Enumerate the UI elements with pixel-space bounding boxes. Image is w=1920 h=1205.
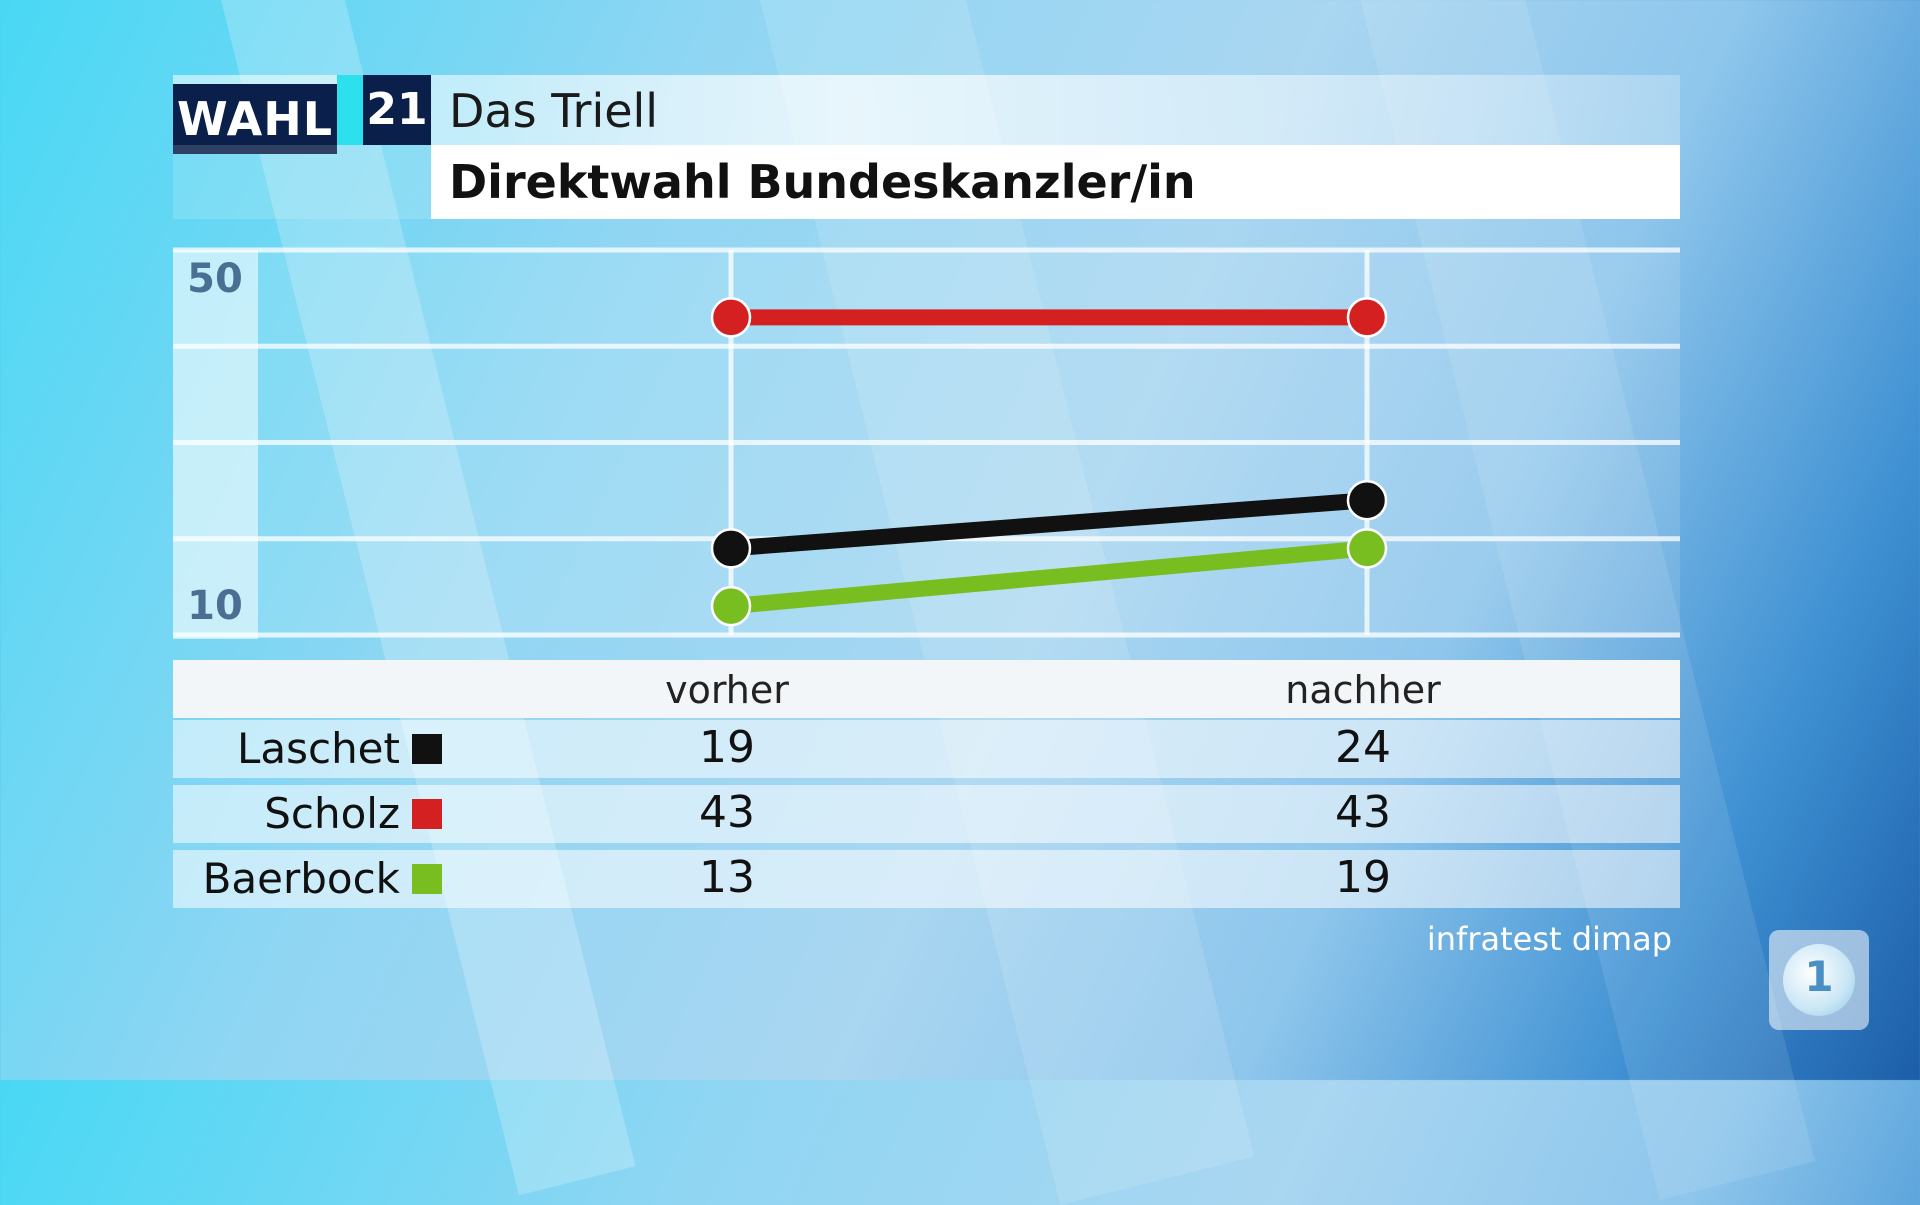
series-line-laschet: [730, 492, 1368, 557]
data-point-baerbock: [1346, 528, 1388, 569]
series-line-baerbock: [730, 540, 1368, 615]
value-cell: 24: [1335, 722, 1391, 773]
candidate-name: Scholz: [264, 789, 400, 838]
y-tick-label: 10: [187, 583, 243, 629]
page-title: Das Triell: [449, 84, 659, 138]
data-point-baerbock: [710, 585, 752, 627]
data-point-laschet: [710, 528, 752, 569]
globe-icon: [1783, 944, 1855, 1016]
candidate-name: Baerbock: [202, 854, 400, 903]
line-chart: 50 10: [187, 256, 1388, 629]
value-cell: 19: [699, 722, 755, 773]
data-point-scholz: [1346, 297, 1388, 338]
candidate-name: Laschet: [236, 724, 400, 773]
das-erste-logo: 1: [1769, 930, 1869, 1030]
legend-swatch: [412, 864, 442, 894]
legend-swatch: [412, 799, 442, 829]
page-subtitle: Direktwahl Bundeskanzler/in: [449, 155, 1196, 209]
value-cell: 43: [699, 787, 755, 838]
header-left-strip: [173, 145, 431, 219]
source-label: infratest dimap: [1426, 920, 1672, 958]
value-cell: 19: [1335, 852, 1391, 903]
broadcaster-logo-number: 1: [1804, 952, 1834, 1001]
column-header-vorher: vorher: [665, 668, 789, 712]
logo-accent: [337, 75, 363, 145]
value-cell: 43: [1335, 787, 1391, 838]
column-header-nachher: nachher: [1285, 668, 1441, 712]
value-cell: 13: [699, 852, 755, 903]
wahl-logo: WAHL: [173, 84, 337, 154]
y-tick-label: 50: [187, 256, 243, 302]
table-header: [173, 660, 1680, 718]
subtitle-box: [431, 145, 1680, 219]
legend-swatch: [412, 734, 442, 764]
logo-number: 21: [363, 75, 431, 145]
data-point-scholz: [710, 297, 752, 338]
data-point-laschet: [1346, 480, 1388, 521]
